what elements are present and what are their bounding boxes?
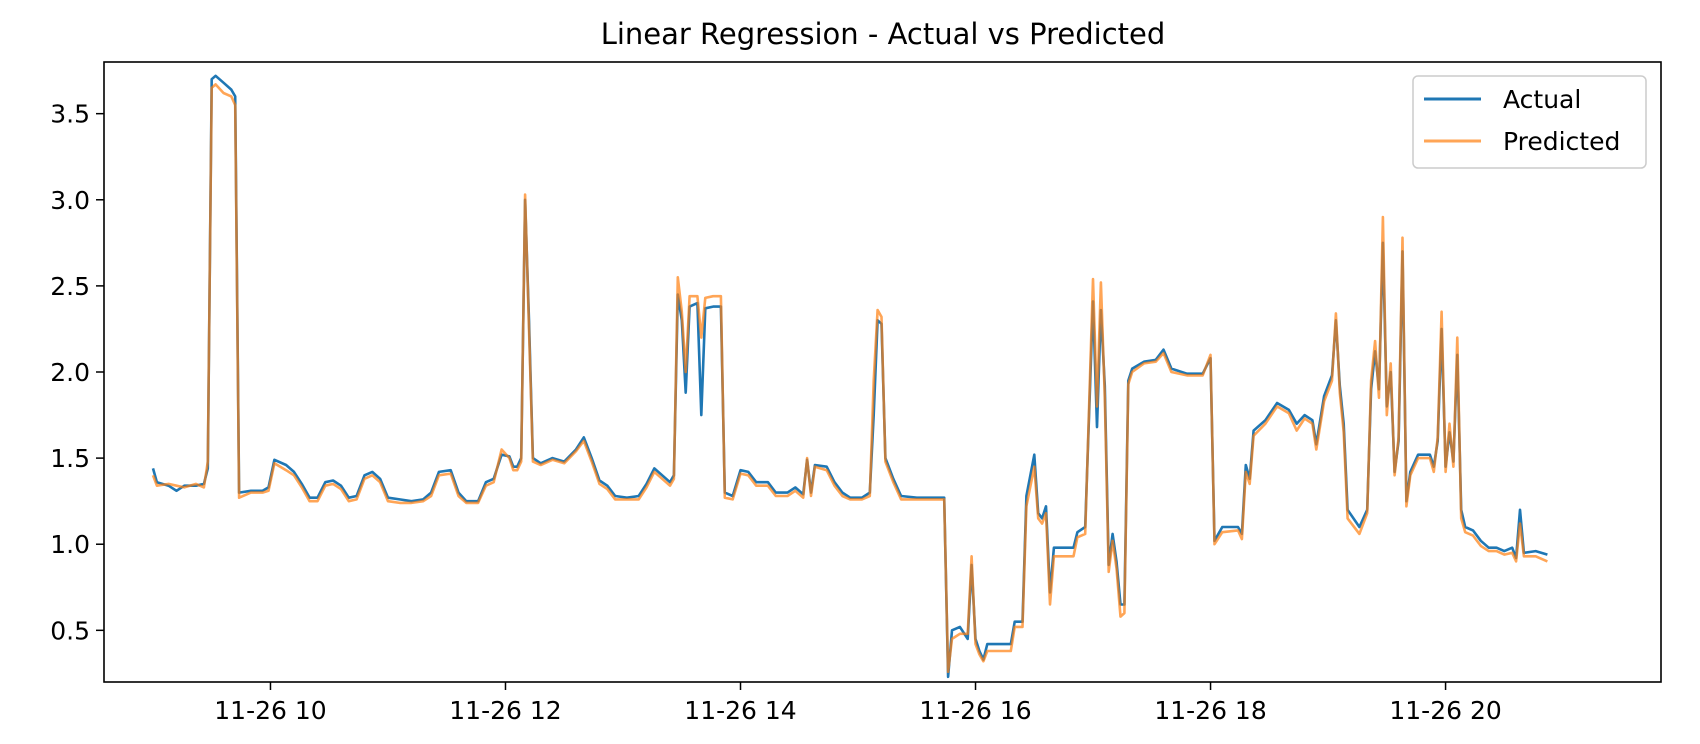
legend: Actual Predicted bbox=[1412, 75, 1647, 169]
y-axis: 0.5 1.0 1.5 2.0 2.5 3.0 3.5 bbox=[50, 100, 104, 645]
x-tick-label: 11-26 16 bbox=[919, 696, 1031, 725]
series-line-actual bbox=[151, 74, 1548, 679]
x-tick-label: 11-26 14 bbox=[684, 696, 796, 725]
y-tick-label: 0.5 bbox=[50, 616, 90, 645]
x-tick-label: 11-26 18 bbox=[1154, 696, 1266, 725]
legend-label-predicted: Predicted bbox=[1503, 127, 1620, 156]
series-layer bbox=[151, 74, 1548, 679]
y-tick-label: 2.0 bbox=[50, 358, 90, 387]
x-tick-label: 11-26 20 bbox=[1389, 696, 1501, 725]
x-axis: 11-26 10 11-26 12 11-26 14 11-26 16 11-26 18… bbox=[214, 682, 1502, 725]
x-tick-label: 11-26 10 bbox=[214, 696, 326, 725]
chart-title: Linear Regression - Actual vs Predicted bbox=[601, 17, 1166, 51]
y-tick-label: 1.5 bbox=[50, 444, 90, 473]
y-tick-label: 3.5 bbox=[50, 100, 90, 129]
y-tick-label: 3.0 bbox=[50, 186, 90, 215]
y-tick-label: 2.5 bbox=[50, 272, 90, 301]
series-line-predicted bbox=[151, 83, 1548, 673]
x-tick-label: 11-26 12 bbox=[449, 696, 561, 725]
legend-label-actual: Actual bbox=[1503, 85, 1581, 114]
y-tick-label: 1.0 bbox=[50, 530, 90, 559]
